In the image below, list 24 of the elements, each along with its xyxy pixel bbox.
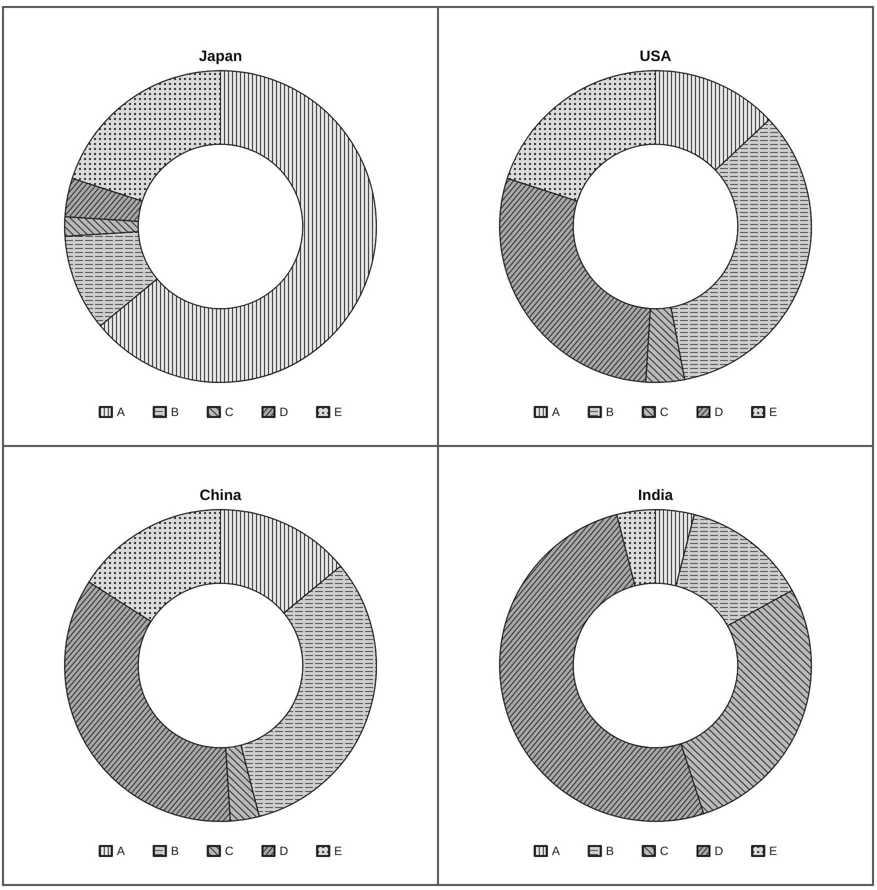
legend-label: D (714, 405, 724, 419)
legend-label: B (170, 405, 179, 419)
legend-label: A (552, 844, 560, 858)
legend-label: C (660, 405, 669, 419)
legend-label: A (116, 844, 125, 858)
legend-label: D (714, 844, 724, 858)
legend-label: E (769, 844, 778, 858)
legend-label: C (660, 844, 669, 858)
legend-label: D (280, 844, 288, 858)
legend-label: D (280, 405, 288, 419)
legend-label: C (224, 405, 234, 419)
legend-label: B (606, 844, 614, 858)
legend-label: A (116, 405, 125, 419)
chart-title: Japan (198, 48, 242, 65)
legend-label: B (170, 844, 179, 858)
chart-title: China (200, 487, 242, 504)
legend-label: E (334, 844, 342, 858)
legend-label: E (334, 405, 342, 419)
legend-label: B (606, 405, 614, 419)
legend-label: A (552, 405, 560, 419)
chart-title: USA (640, 48, 672, 65)
legend-label: C (224, 844, 234, 858)
chart-title: India (638, 487, 674, 504)
legend-label: E (769, 405, 778, 419)
